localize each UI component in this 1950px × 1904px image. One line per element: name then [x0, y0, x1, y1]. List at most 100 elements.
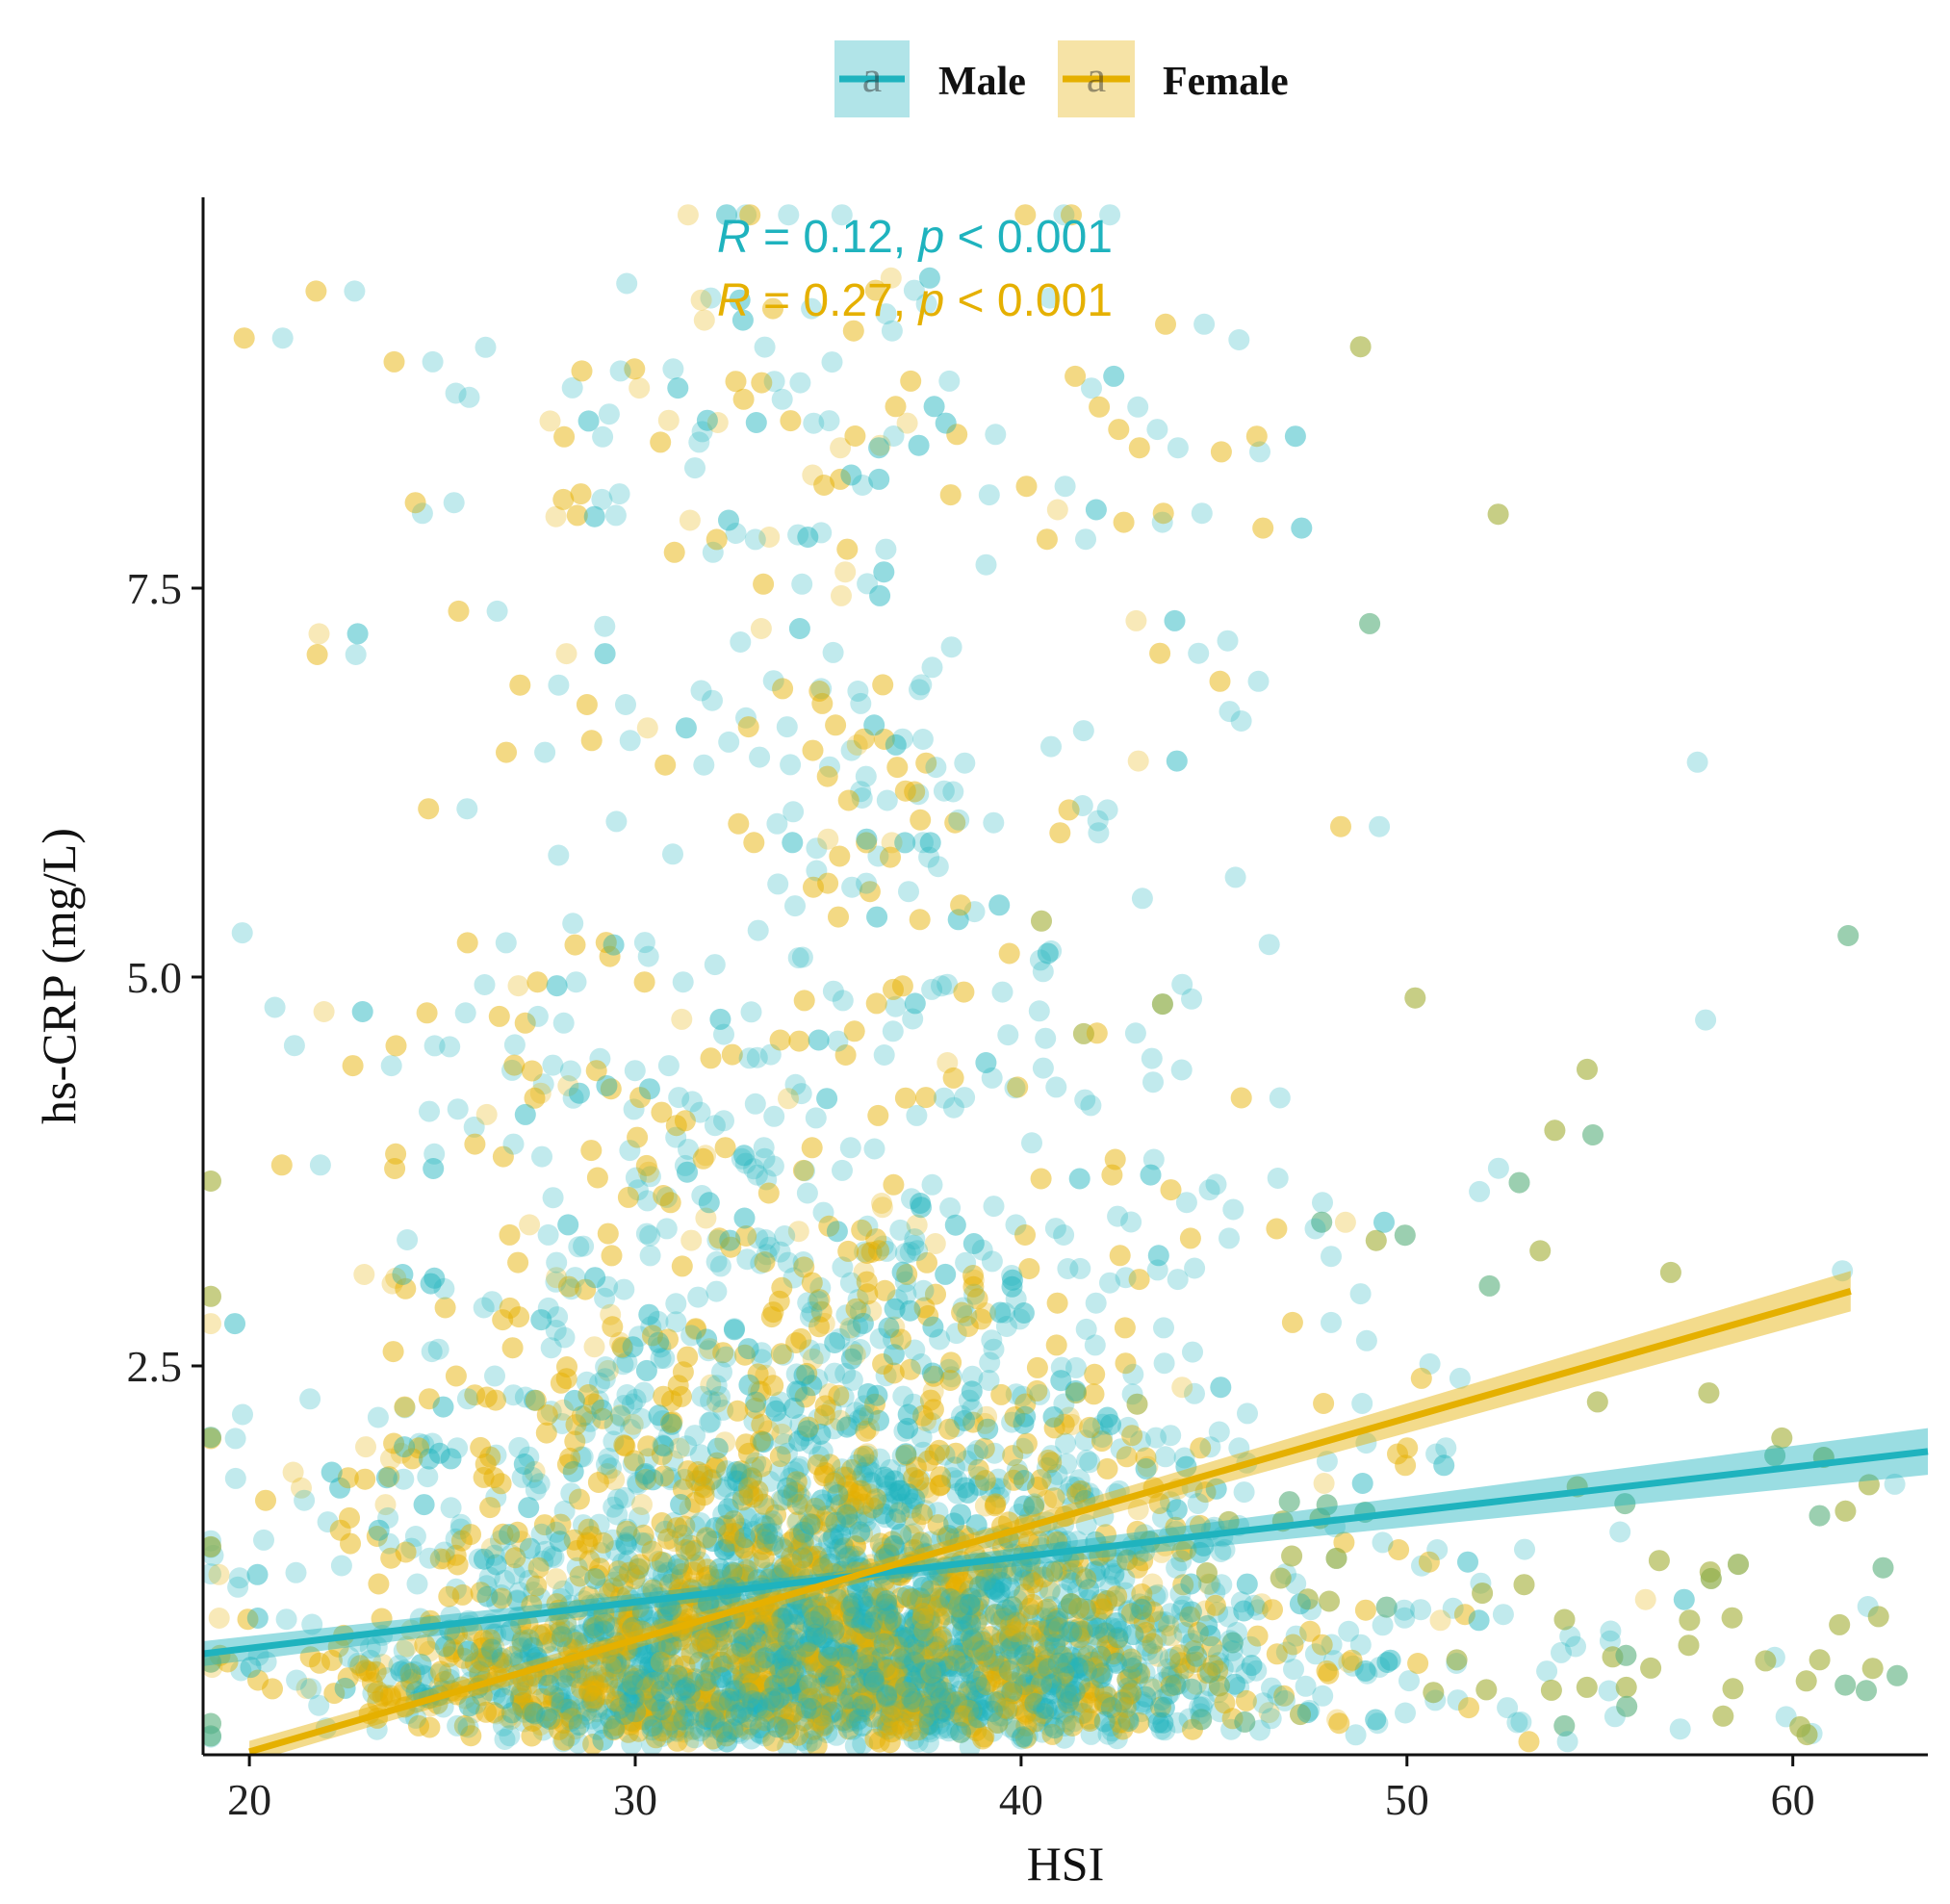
female-point	[383, 350, 405, 373]
female-point	[883, 1714, 905, 1737]
male-point	[709, 1255, 731, 1277]
male-point	[738, 1047, 760, 1069]
male-point	[1217, 630, 1239, 652]
male-point	[1106, 1728, 1128, 1750]
female-point	[1057, 1691, 1079, 1713]
male-point	[791, 946, 813, 968]
male-point	[1134, 1662, 1156, 1684]
male-point	[1193, 1690, 1215, 1712]
female-point	[601, 1245, 623, 1267]
male-point	[762, 1155, 784, 1177]
male-point	[1695, 1009, 1717, 1031]
female-point	[383, 350, 405, 373]
male-point	[931, 1528, 953, 1550]
female-point	[867, 1104, 889, 1126]
male-point	[771, 1658, 792, 1680]
male-point	[609, 360, 631, 382]
male-point	[224, 1467, 246, 1489]
female-point	[385, 1143, 407, 1165]
female-point	[607, 1560, 629, 1582]
female-point	[702, 1728, 724, 1750]
female-point	[1018, 1258, 1040, 1279]
female-point	[1096, 1590, 1118, 1611]
female-point	[1032, 1645, 1053, 1667]
female-point	[321, 1649, 343, 1671]
female-point	[578, 1550, 601, 1572]
female-point	[939, 484, 962, 506]
female-point	[624, 1450, 645, 1472]
female-point	[491, 1652, 513, 1674]
male-point	[1801, 1722, 1823, 1744]
female-point	[1861, 1658, 1884, 1680]
female-point	[612, 1573, 634, 1595]
female-point	[1354, 1599, 1376, 1621]
male-point	[822, 641, 844, 663]
female-point	[958, 1680, 980, 1702]
male-point	[954, 1695, 976, 1717]
female-point	[1553, 1608, 1576, 1631]
male-point	[782, 1630, 803, 1651]
male-point	[721, 1663, 743, 1685]
female-point	[1423, 1682, 1445, 1704]
male-point	[1536, 1660, 1558, 1683]
male-point	[665, 1293, 687, 1315]
female-point	[837, 789, 860, 811]
female-point	[1349, 336, 1372, 358]
male-point	[1600, 1620, 1622, 1642]
male-point	[639, 1245, 661, 1267]
female-point	[1576, 1676, 1598, 1698]
female-point	[1149, 642, 1171, 664]
female-point	[404, 492, 426, 514]
female-point	[456, 932, 478, 954]
male-point	[1394, 1599, 1415, 1621]
female-point	[366, 1526, 388, 1547]
female-point	[631, 1494, 653, 1515]
male-point	[454, 1002, 476, 1024]
female-point	[705, 1456, 727, 1479]
male-point	[787, 947, 809, 969]
male-point	[932, 1626, 954, 1647]
female-point	[583, 1336, 605, 1358]
female-point	[1108, 419, 1130, 441]
male-point	[1127, 396, 1149, 418]
female-point	[1053, 1662, 1075, 1685]
female-point	[778, 1722, 800, 1744]
male-point	[766, 1708, 788, 1730]
male-point	[1034, 1684, 1056, 1705]
male-point	[744, 1093, 766, 1115]
female-point	[825, 1582, 847, 1605]
male-point	[427, 1338, 449, 1360]
female-point	[1033, 1703, 1055, 1725]
female-point	[571, 1405, 593, 1428]
female-point	[1112, 1718, 1134, 1740]
female-point	[355, 1436, 376, 1458]
female-point	[434, 1297, 456, 1319]
female-point	[1829, 1613, 1851, 1635]
male-point	[553, 1326, 576, 1349]
male-point	[439, 1036, 461, 1058]
male-point	[875, 538, 897, 560]
female-point	[577, 1518, 600, 1540]
male-point	[779, 1640, 801, 1662]
female-point	[1410, 1367, 1432, 1389]
female-point	[1678, 1634, 1700, 1657]
male-point	[1029, 1664, 1051, 1686]
male-point	[907, 1479, 929, 1501]
male-point	[1321, 1311, 1342, 1333]
male-point	[766, 812, 788, 835]
male-point	[1470, 1572, 1492, 1594]
male-point	[447, 1098, 469, 1120]
male-point	[317, 1511, 339, 1533]
female-point	[1044, 1667, 1066, 1689]
female-point	[861, 1586, 884, 1608]
male-point	[735, 1506, 757, 1529]
female-point	[1080, 1692, 1102, 1713]
female-point	[575, 1278, 597, 1300]
male-point	[704, 1568, 726, 1590]
male-point	[699, 1637, 721, 1660]
male-point	[945, 1323, 967, 1345]
female-point	[1354, 1599, 1376, 1621]
female-point	[282, 1461, 304, 1483]
male-point	[576, 1371, 598, 1393]
female-point	[935, 1687, 957, 1710]
